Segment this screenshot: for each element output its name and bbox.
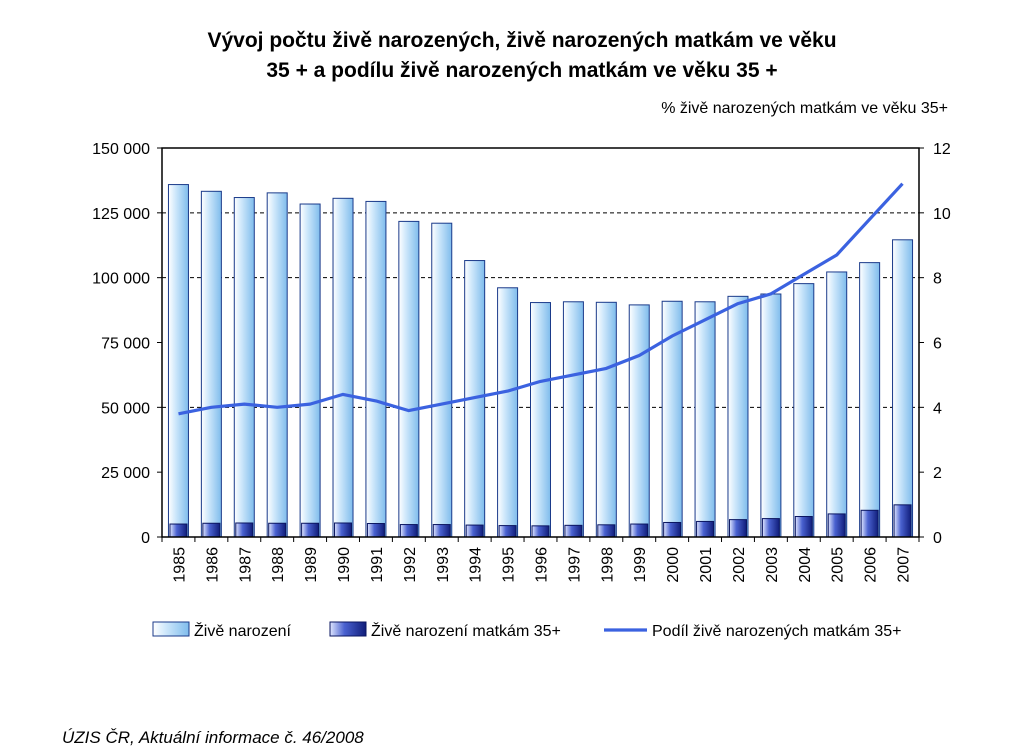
bar-zive-narozeni-1988 xyxy=(266,192,288,538)
bar-zive-narozeni-1990 xyxy=(332,197,354,538)
right-tick-label-10: 10 xyxy=(933,206,951,223)
bar-matkam-35-2007 xyxy=(893,504,912,538)
bar-matkam-35-1990 xyxy=(334,522,353,538)
x-tick-label-2006: 2006 xyxy=(863,547,880,583)
bar-zive-narozeni-2006 xyxy=(859,262,881,538)
right-tick-label-8: 8 xyxy=(933,271,942,288)
left-tick-label-150000: 150 000 xyxy=(92,141,150,158)
legend-label-zive-narozeni: Živě narození xyxy=(194,621,291,640)
bar-zive-narozeni-2007 xyxy=(892,239,914,538)
chart-title-line-1: Vývoj počtu živě narozených, živě naroze… xyxy=(207,29,837,52)
bar-zive-narozeni-1986 xyxy=(200,190,222,538)
bar-matkam-35-1986 xyxy=(202,522,221,538)
right-tick-label-12: 12 xyxy=(933,141,951,158)
bar-zive-narozeni-1997 xyxy=(562,301,584,538)
bar-zive-narozeni-1985 xyxy=(167,184,189,538)
legend-swatch-matkam-35 xyxy=(329,621,367,637)
right-tick-label-6: 6 xyxy=(933,336,942,353)
x-tick-label-2003: 2003 xyxy=(764,547,781,583)
bar-matkam-35-1994 xyxy=(465,524,484,538)
x-tick-label-1988: 1988 xyxy=(270,547,287,583)
bar-matkam-35-2005 xyxy=(827,513,846,538)
bar-zive-narozeni-2001 xyxy=(694,301,716,538)
right-tick-label-0: 0 xyxy=(933,530,942,547)
x-tick-label-1992: 1992 xyxy=(402,547,419,583)
bar-matkam-35-1997 xyxy=(564,524,583,538)
bar-zive-narozeni-2004 xyxy=(793,283,815,538)
x-tick-label-1994: 1994 xyxy=(468,547,485,583)
bar-matkam-35-1989 xyxy=(301,522,320,538)
bar-matkam-35-1992 xyxy=(399,524,418,538)
bar-matkam-35-2002 xyxy=(728,519,747,538)
bar-matkam-35-1991 xyxy=(366,523,385,538)
x-tick-label-1997: 1997 xyxy=(566,547,583,583)
x-tick-label-1996: 1996 xyxy=(534,547,551,583)
x-tick-label-2004: 2004 xyxy=(797,547,814,583)
x-tick-label-1989: 1989 xyxy=(303,547,320,583)
bar-matkam-35-2001 xyxy=(696,520,715,538)
chart-title: Vývoj počtu živě narozených, živě naroze… xyxy=(0,26,1024,86)
x-tick-label-1998: 1998 xyxy=(599,547,616,583)
x-tick-label-1991: 1991 xyxy=(369,547,386,583)
bar-matkam-35-1988 xyxy=(268,522,287,538)
x-tick-label-2005: 2005 xyxy=(830,547,847,583)
bar-zive-narozeni-1991 xyxy=(365,200,387,538)
x-tick-label-2000: 2000 xyxy=(665,547,682,583)
x-tick-label-2002: 2002 xyxy=(731,547,748,583)
x-tick-label-1990: 1990 xyxy=(336,547,353,583)
bar-matkam-35-1996 xyxy=(531,525,550,538)
right-tick-label-2: 2 xyxy=(933,465,942,482)
x-tick-label-1999: 1999 xyxy=(632,547,649,583)
bar-matkam-35-1998 xyxy=(597,524,616,538)
bar-matkam-35-1987 xyxy=(235,522,254,538)
legend-label-podil-35: Podíl živě narozených matkám 35+ xyxy=(652,623,901,640)
bar-matkam-35-1995 xyxy=(498,525,517,538)
legend-swatch-zive-narozeni xyxy=(152,621,190,637)
bar-zive-narozeni-1999 xyxy=(628,304,650,538)
x-tick-label-1986: 1986 xyxy=(204,547,221,583)
bar-matkam-35-2006 xyxy=(860,509,879,538)
chart-title-line-2: 35 + a podílu živě narozených matkám ve … xyxy=(266,59,778,82)
bar-matkam-35-2004 xyxy=(794,516,813,538)
legend-label-matkam-35: Živě narození matkám 35+ xyxy=(371,621,561,640)
right-tick-label-4: 4 xyxy=(933,400,942,417)
x-tick-label-1995: 1995 xyxy=(501,547,518,583)
bar-zive-narozeni-1998 xyxy=(595,301,617,538)
x-tick-label-1993: 1993 xyxy=(435,547,452,583)
bar-matkam-35-2000 xyxy=(663,521,682,538)
left-tick-label-100000: 100 000 xyxy=(92,271,150,288)
right-axis-label: % živě narozených matkám ve věku 35+ xyxy=(661,100,948,117)
x-tick-label-1987: 1987 xyxy=(237,547,254,583)
bar-zive-narozeni-1993 xyxy=(431,222,453,538)
bar-zive-narozeni-1989 xyxy=(299,203,321,538)
left-tick-label-50000: 50 000 xyxy=(101,400,150,417)
x-tick-label-2001: 2001 xyxy=(698,547,715,583)
bar-zive-narozeni-1987 xyxy=(233,197,255,538)
bar-zive-narozeni-2002 xyxy=(727,295,749,538)
left-tick-label-75000: 75 000 xyxy=(101,336,150,353)
bar-matkam-35-1999 xyxy=(630,523,649,538)
x-tick-label-2007: 2007 xyxy=(896,547,913,583)
bar-zive-narozeni-1995 xyxy=(497,287,519,538)
bar-zive-narozeni-1992 xyxy=(398,220,420,538)
line-podil-35 xyxy=(178,182,904,416)
bar-zive-narozeni-1996 xyxy=(530,302,551,538)
bar-zive-narozeni-2005 xyxy=(826,271,848,538)
source-note: ÚZIS ČR, Aktuální informace č. 46/2008 xyxy=(62,728,364,747)
bar-zive-narozeni-2003 xyxy=(760,293,782,538)
bar-matkam-35-1985 xyxy=(169,523,188,538)
left-tick-label-0: 0 xyxy=(141,530,150,547)
left-tick-label-25000: 25 000 xyxy=(101,465,150,482)
x-tick-label-1985: 1985 xyxy=(171,547,188,583)
left-tick-label-125000: 125 000 xyxy=(92,206,150,223)
bar-matkam-35-2003 xyxy=(761,518,780,538)
bar-matkam-35-1993 xyxy=(432,524,451,538)
